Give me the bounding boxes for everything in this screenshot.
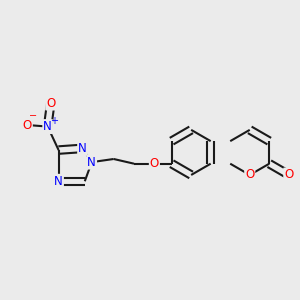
Text: N: N bbox=[78, 142, 87, 155]
Text: O: O bbox=[284, 169, 293, 182]
Text: O: O bbox=[23, 118, 32, 131]
Text: N: N bbox=[87, 156, 96, 169]
Text: N: N bbox=[43, 120, 52, 133]
Text: N: N bbox=[54, 175, 63, 188]
Text: −: − bbox=[29, 111, 38, 121]
Text: O: O bbox=[46, 97, 56, 110]
Text: O: O bbox=[245, 169, 254, 182]
Text: O: O bbox=[150, 157, 159, 170]
Text: +: + bbox=[50, 116, 59, 126]
